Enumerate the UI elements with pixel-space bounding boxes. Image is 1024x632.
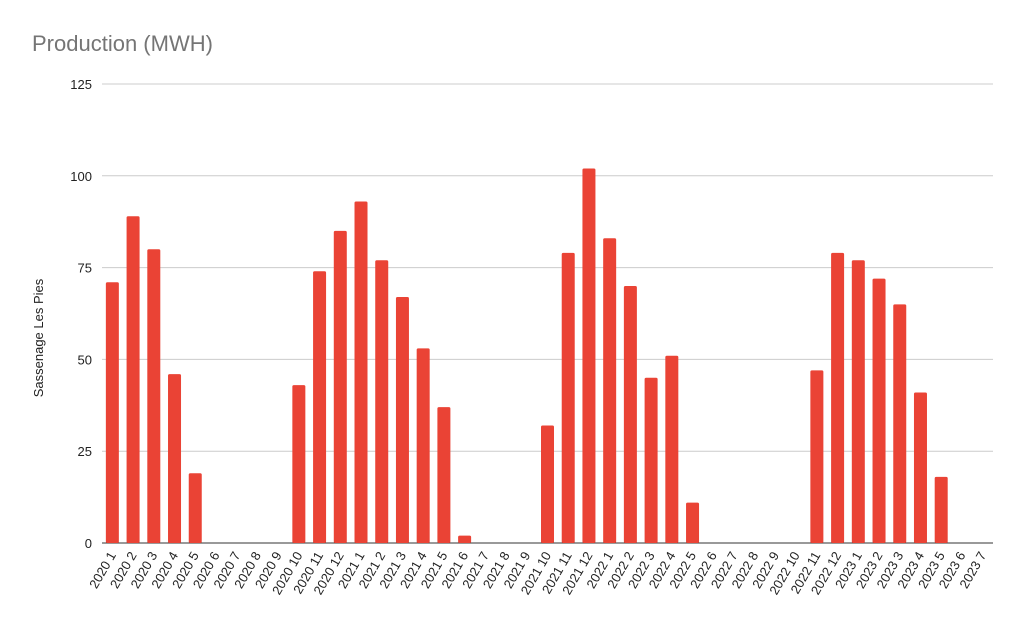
bar	[623, 285, 637, 543]
bar	[665, 355, 679, 543]
y-tick-label: 50	[78, 352, 92, 367]
y-tick-label: 100	[70, 169, 92, 184]
bar	[168, 374, 182, 543]
y-tick-label: 125	[70, 77, 92, 92]
y-tick-label: 75	[78, 261, 92, 276]
bar	[644, 377, 658, 543]
bar	[913, 392, 927, 543]
y-tick-label: 25	[78, 444, 92, 459]
bar	[188, 473, 202, 543]
bar	[851, 260, 865, 543]
bar	[831, 252, 845, 544]
bar	[872, 278, 886, 543]
bar	[292, 385, 306, 543]
bar	[810, 370, 824, 543]
bar	[893, 304, 907, 543]
bar	[105, 282, 119, 543]
bar	[147, 249, 161, 544]
bar	[603, 238, 617, 543]
bar	[582, 168, 596, 543]
y-tick-label: 0	[85, 536, 92, 551]
bar	[561, 252, 575, 544]
bar	[437, 407, 451, 543]
bar	[934, 476, 948, 543]
bar	[313, 271, 327, 543]
bar	[333, 230, 347, 543]
bar	[395, 296, 409, 543]
bar	[686, 502, 700, 543]
bar	[416, 348, 430, 543]
y-axis-label: Sassenage Les Pies	[31, 278, 46, 397]
bar	[375, 260, 389, 543]
bar	[541, 425, 554, 543]
bar	[354, 201, 368, 543]
chart-title: Production (MWH)	[32, 31, 213, 56]
bar	[458, 535, 472, 543]
bar	[126, 216, 140, 543]
